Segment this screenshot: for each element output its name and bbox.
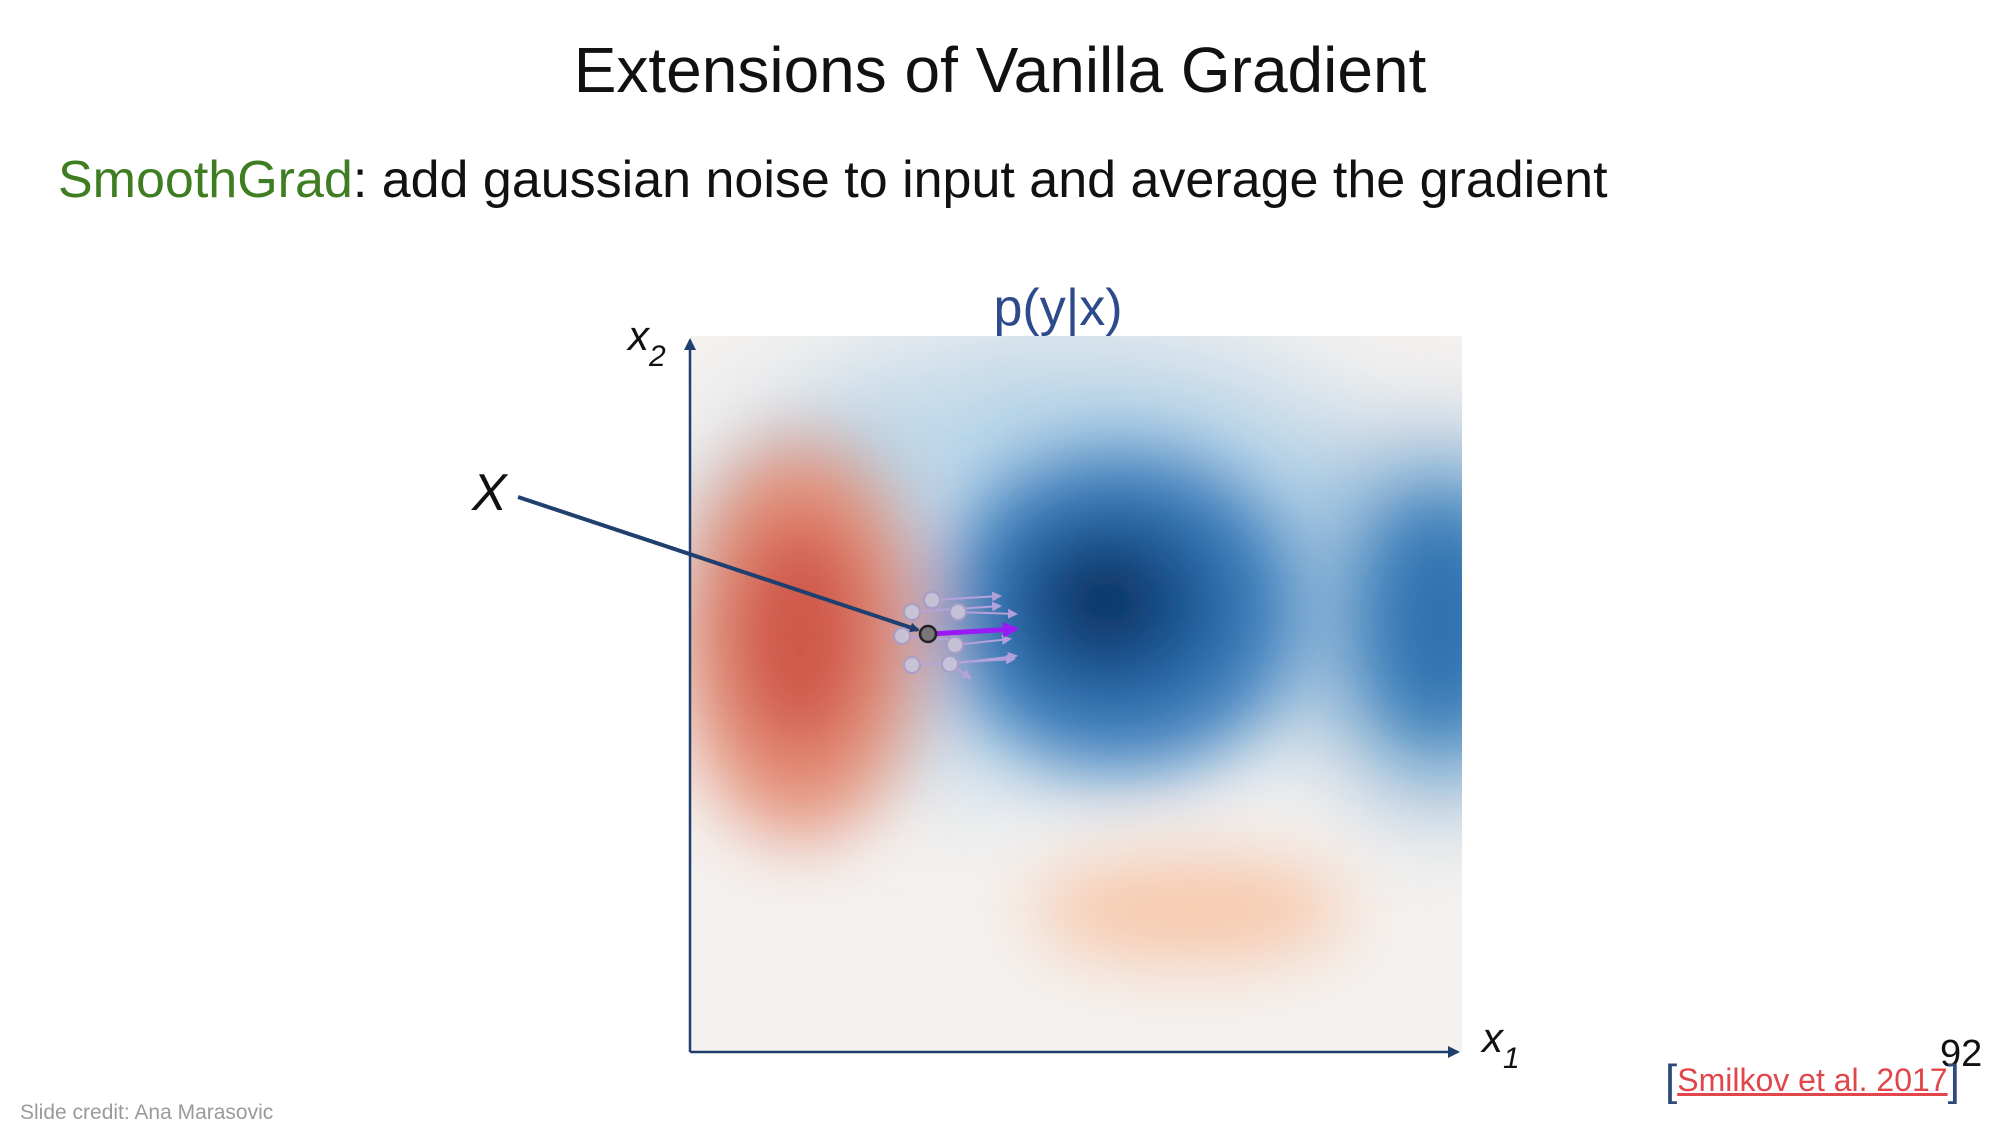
noisy-sample-point — [923, 591, 941, 609]
noisy-gradient-arrow — [957, 608, 1018, 619]
noisy-sample-point — [946, 636, 964, 654]
noisy-sample-point — [941, 655, 959, 673]
slide-number: 92 — [1940, 1033, 1983, 1075]
citation-link[interactable]: Smilkov et al. 2017 — [1677, 1062, 1948, 1098]
noisy-gradient-arrow — [931, 591, 1002, 602]
input-point-label: X — [471, 464, 509, 522]
subtitle-method-name: SmoothGrad — [58, 151, 353, 209]
y-axis-label: x2 — [626, 312, 666, 373]
average-gradient-arrow — [929, 621, 1019, 638]
citation-close-bracket: ] — [1947, 1056, 1960, 1105]
noisy-gradient-arrow — [954, 634, 1012, 646]
x-axis-label: x1 — [1480, 1014, 1520, 1075]
subtitle: SmoothGrad: add gaussian noise to input … — [58, 145, 1608, 215]
slide-title: Extensions of Vanilla Gradient — [573, 34, 1427, 106]
input-point — [918, 624, 938, 644]
subtitle-description: : add gaussian noise to input and averag… — [352, 151, 1608, 209]
noisy-sample-point — [903, 656, 921, 674]
plot-title: p(y|x) — [993, 279, 1122, 337]
noisy-gradient-arrow — [949, 651, 1018, 665]
noisy-sample-gradients — [893, 591, 1018, 680]
noisy-sample-point — [949, 603, 967, 621]
noisy-sample-point — [903, 603, 921, 621]
noisy-sample-point — [893, 627, 911, 645]
citation-open-bracket: [ — [1665, 1056, 1678, 1105]
pointer-arrow — [517, 495, 920, 633]
slide-credit: Slide credit: Ana Marasovic — [20, 1101, 274, 1124]
probability-heatmap — [690, 336, 1462, 1052]
citation: [Smilkov et al. 2017] — [1665, 1056, 1960, 1105]
